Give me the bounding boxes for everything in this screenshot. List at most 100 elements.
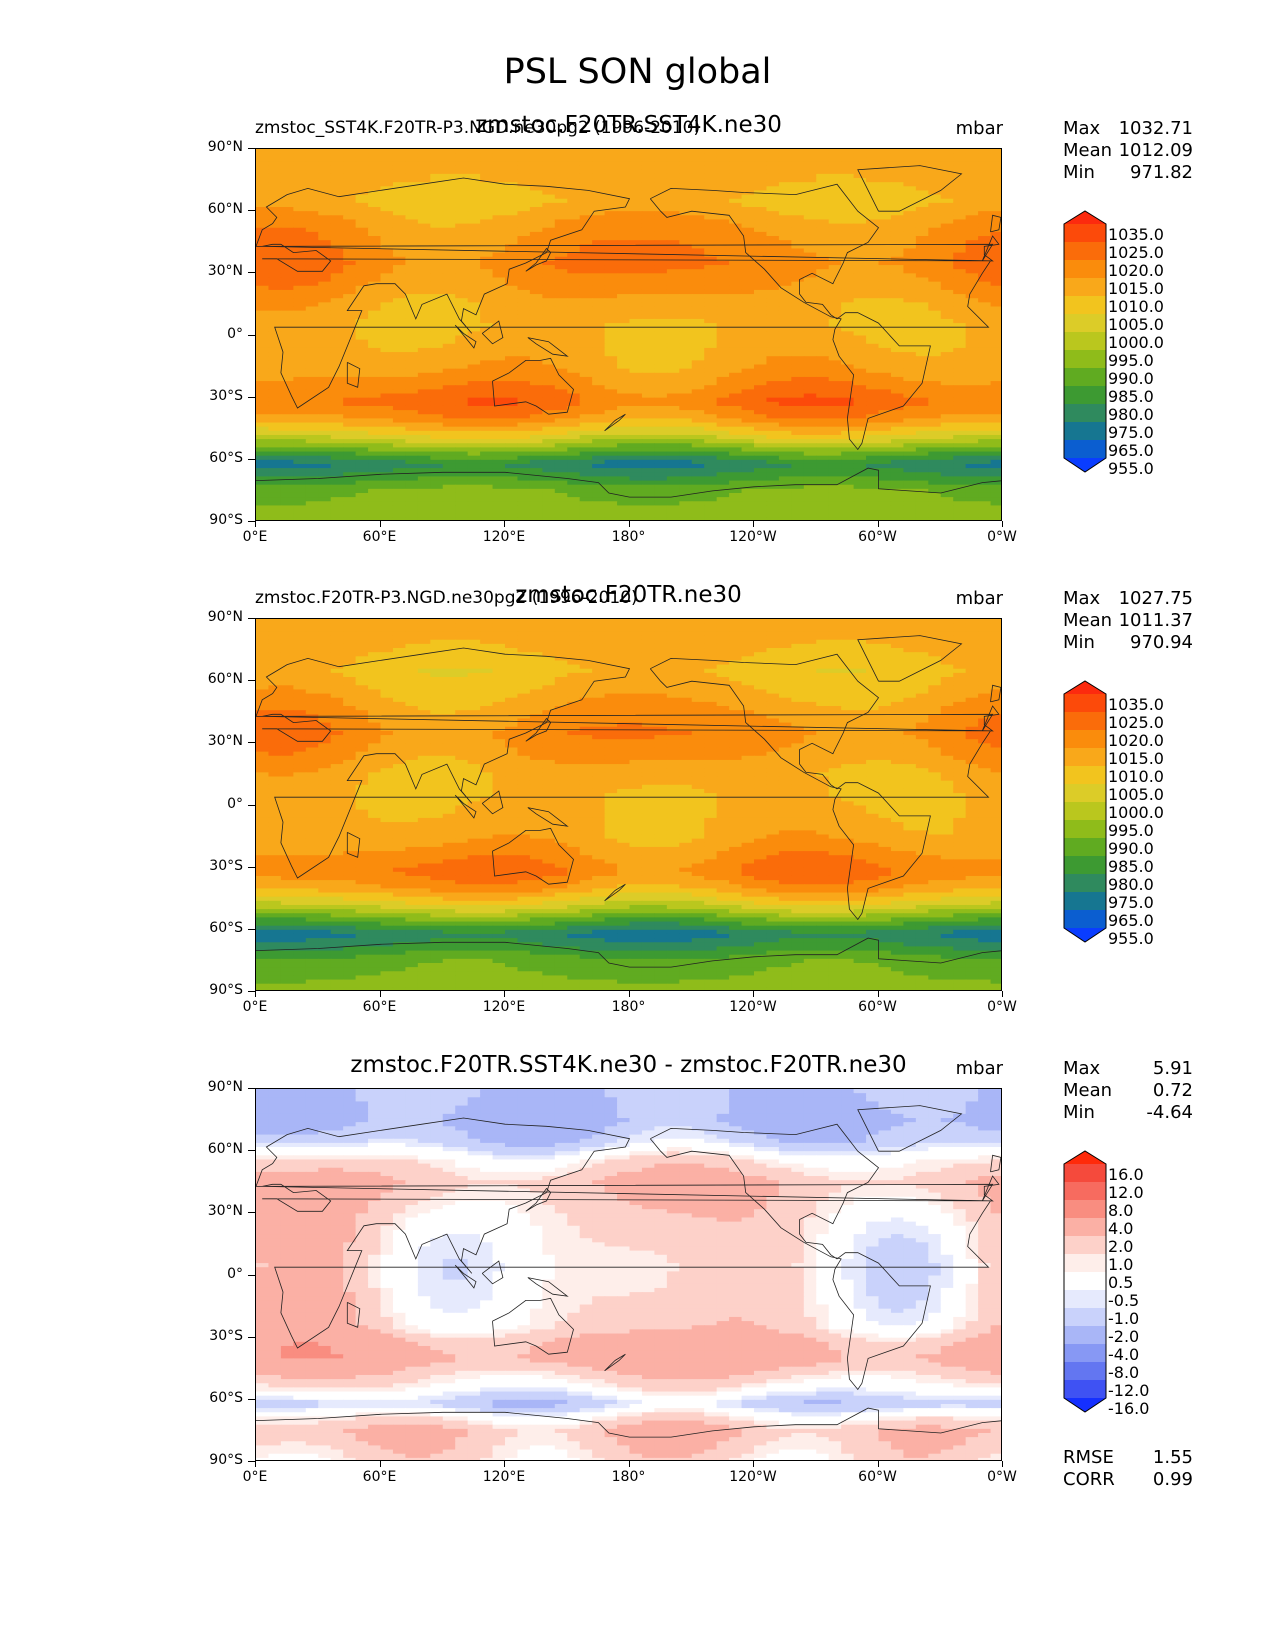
field-cell: [928, 277, 942, 283]
field-cell: [978, 434, 992, 440]
field-cell: [778, 265, 792, 270]
field-cell: [915, 265, 929, 270]
field-cell: [878, 401, 892, 407]
field-cell: [679, 468, 693, 473]
field-cell: [791, 260, 805, 266]
field-cell: [542, 468, 556, 473]
field-cell: [579, 318, 593, 324]
field-cell: [654, 443, 668, 448]
field-cell: [903, 331, 917, 337]
field-cell: [766, 211, 780, 216]
field-cell: [654, 227, 668, 233]
field-cell: [592, 476, 606, 482]
field-cell: [318, 434, 332, 440]
field-cell: [666, 149, 680, 154]
field-cell: [691, 393, 705, 399]
field-cell: [641, 269, 655, 274]
field-cell: [778, 256, 792, 262]
field-cell: [928, 381, 942, 386]
field-cell: [529, 165, 543, 171]
field-cell: [691, 323, 705, 328]
field-cell: [554, 480, 568, 486]
field-cell: [953, 273, 967, 279]
field-cell: [754, 294, 768, 299]
field-cell: [716, 173, 730, 179]
field-cell: [729, 289, 743, 295]
field-cell: [579, 186, 593, 192]
field-cell: [766, 252, 780, 258]
field-cell: [666, 207, 680, 212]
field-cell: [679, 186, 693, 192]
field-cell: [343, 401, 357, 407]
field-cell: [915, 439, 929, 444]
field-cell: [666, 194, 680, 200]
field-cell: [417, 422, 431, 428]
field-cell: [455, 414, 469, 419]
field-cell: [268, 451, 282, 457]
field-cell: [629, 202, 643, 208]
field-cell: [280, 310, 294, 316]
field-cell: [268, 393, 282, 399]
field-cell: [492, 169, 506, 175]
field-cell: [878, 343, 892, 349]
field-cell: [641, 397, 655, 403]
field-cell: [529, 306, 543, 312]
field-cell: [890, 182, 904, 187]
field-cell: [293, 273, 307, 279]
field-cell: [517, 323, 531, 328]
field-cell: [554, 368, 568, 374]
field-cell: [467, 294, 481, 299]
field-cell: [679, 401, 693, 407]
field-cell: [691, 277, 705, 283]
field-cell: [953, 484, 967, 490]
field-cell: [392, 202, 406, 208]
field-cell: [866, 182, 880, 187]
field-cell: [417, 459, 431, 465]
field-cell: [592, 393, 606, 399]
field-cell: [629, 360, 643, 366]
field-cell: [878, 372, 892, 378]
field-cell: [604, 294, 618, 299]
field-cell: [492, 418, 506, 424]
field-cell: [293, 314, 307, 320]
field-cell: [915, 484, 929, 490]
field-cell: [505, 385, 519, 390]
field-cell: [392, 298, 406, 303]
field-cell: [953, 294, 967, 299]
field-cell: [816, 410, 830, 415]
field-cell: [517, 434, 531, 440]
field-cell: [878, 364, 892, 370]
field-cell: [965, 484, 979, 490]
field-cell: [318, 306, 332, 312]
field-cell: [679, 455, 693, 461]
field-cell: [791, 451, 805, 457]
field-cell: [405, 343, 419, 349]
field-cell: [803, 236, 817, 241]
field-cell: [592, 161, 606, 167]
field-cell: [953, 186, 967, 192]
field-cell: [368, 240, 382, 245]
field-cell: [803, 260, 817, 266]
field-cell: [542, 376, 556, 382]
field-cell: [853, 194, 867, 200]
field-cell: [741, 447, 755, 453]
field-cell: [455, 397, 469, 403]
field-cell: [741, 389, 755, 395]
field-cell: [679, 298, 693, 303]
field-cell: [803, 372, 817, 378]
field-cell: [343, 331, 357, 337]
field-cell: [617, 385, 631, 390]
field-cell: [903, 240, 917, 245]
field-cell: [641, 405, 655, 411]
field-cell: [442, 169, 456, 175]
field-cell: [617, 231, 631, 237]
field-cell: [928, 281, 942, 287]
field-cell: [704, 401, 718, 407]
field-cell: [803, 472, 817, 478]
field-cell: [691, 265, 705, 270]
field-cell: [940, 302, 954, 308]
field-cell: [654, 165, 668, 171]
field-cell: [629, 335, 643, 341]
field-cell: [704, 256, 718, 262]
field-cell: [480, 231, 494, 237]
